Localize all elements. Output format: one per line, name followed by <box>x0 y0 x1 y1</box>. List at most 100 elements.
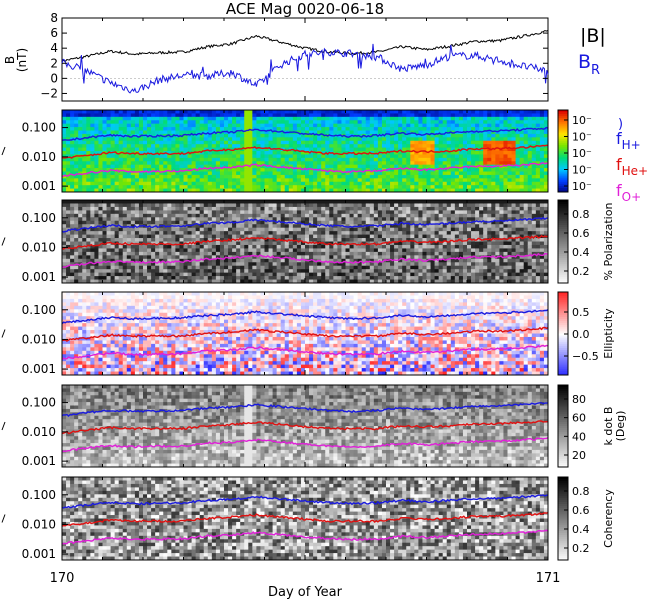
spectrogram-cell <box>438 147 444 152</box>
spectrogram-cell <box>179 123 184 128</box>
spectrogram-cell <box>353 188 359 193</box>
colorbar-step <box>558 110 568 113</box>
spectrogram-cell <box>163 127 168 131</box>
spectrogram-cell <box>531 154 537 159</box>
spectrogram-cell <box>341 231 346 235</box>
spectrogram-cell <box>499 113 504 118</box>
spectrogram-cell <box>446 123 452 128</box>
spectrogram-cell <box>114 127 120 131</box>
spectrogram-cell <box>462 188 468 193</box>
spectrogram-cell <box>90 258 95 263</box>
spectrogram-cell <box>143 206 148 211</box>
spectrogram-cell <box>313 244 318 249</box>
spectrogram-cell <box>70 265 75 270</box>
colorbar-step <box>558 169 568 172</box>
spectrogram-cell <box>361 262 367 267</box>
spectrogram-cell <box>187 231 192 235</box>
spectrogram-cell <box>183 185 188 189</box>
spectrogram-cell <box>236 272 241 277</box>
spectrogram-cell <box>284 213 290 218</box>
spectrogram-cell <box>147 140 152 145</box>
spectrogram-cell <box>280 200 286 204</box>
spectrogram-cell <box>539 174 545 179</box>
spectrogram-cell <box>369 255 375 260</box>
spectrogram-cell <box>300 265 306 270</box>
spectrogram-cell <box>215 154 221 159</box>
spectrogram-cell <box>151 130 156 135</box>
spectrogram-cell <box>62 147 67 152</box>
spectrogram-cell <box>264 157 269 162</box>
spectrogram-cell <box>244 262 249 267</box>
spectrogram-cell <box>248 220 253 225</box>
spectrogram-cell <box>454 120 460 125</box>
spectrogram-cell <box>260 262 265 267</box>
spectrogram-cell <box>519 140 525 145</box>
spectrogram-cell <box>260 255 265 260</box>
spectrogram-cell <box>454 168 460 172</box>
spectrogram-cell <box>357 144 363 148</box>
spectrogram-cell <box>377 227 383 232</box>
spectrogram-cell <box>195 110 201 114</box>
spectrogram-cell <box>381 181 387 186</box>
spectrogram-cell <box>394 137 399 142</box>
spectrogram-cell <box>122 234 128 239</box>
spectrogram-cell <box>430 185 435 189</box>
colorbar-step <box>558 161 568 164</box>
spectrogram-cell <box>288 185 294 189</box>
spectrogram-cell <box>199 276 205 280</box>
spectrogram-cell <box>228 255 233 260</box>
spectrogram-cell <box>414 133 419 138</box>
spectrogram-cell <box>284 168 290 172</box>
spectrogram-cell <box>337 123 342 128</box>
spectrogram-cell <box>519 188 525 193</box>
spectrogram-cell <box>394 110 399 114</box>
spectrogram-cell <box>373 234 379 239</box>
spectrogram-cell <box>438 157 444 162</box>
spectrogram-cell <box>143 185 148 189</box>
spectrogram-cell <box>171 244 176 249</box>
spectrogram-cell <box>349 200 354 204</box>
spectrogram-cell <box>240 140 245 145</box>
spectrogram-cell <box>272 248 278 253</box>
spectrogram-cell <box>86 251 91 256</box>
spectrogram-cell <box>191 231 197 235</box>
spectrogram-cell <box>106 144 111 148</box>
spectrogram-cell <box>414 161 419 166</box>
spectrogram-cell <box>118 110 124 114</box>
spectrogram-cell <box>479 188 484 193</box>
spectrogram-cell <box>317 188 322 193</box>
spectrogram-cell <box>458 154 464 159</box>
spectrogram-cell <box>317 127 322 131</box>
spectrogram-cell <box>138 168 144 172</box>
spectrogram-cell <box>256 238 261 242</box>
spectrogram-cell <box>495 164 500 169</box>
spectrogram-cell <box>224 265 229 270</box>
spectrogram-cell <box>357 244 363 249</box>
spectrogram-cell <box>228 269 233 274</box>
spectrogram-cell <box>199 140 205 145</box>
spectrogram-cell <box>377 238 383 242</box>
spectrogram-cell <box>454 181 460 186</box>
spectrogram-cell <box>130 130 136 135</box>
spectrogram-cell <box>155 188 160 193</box>
spectrogram-cell <box>300 161 306 166</box>
spectrogram-cell <box>134 244 140 249</box>
spectrogram-cell <box>118 248 124 253</box>
spectrogram-cell <box>349 269 354 274</box>
spectrogram-cell <box>325 178 330 183</box>
spectrogram-cell <box>98 113 103 118</box>
spectrogram-cell <box>171 185 176 189</box>
spectrogram-cell <box>159 161 164 166</box>
spectrogram-cell <box>394 164 399 169</box>
spectrogram-cell <box>523 116 529 121</box>
spectrogram-cell <box>228 127 233 131</box>
spectrogram-cell <box>126 157 132 162</box>
spectrogram-cell <box>98 127 103 131</box>
spectrogram-cell <box>232 203 237 208</box>
spectrogram-cell <box>240 276 245 280</box>
spectrogram-cell <box>151 244 156 249</box>
spectrogram-cell <box>138 113 144 118</box>
spectrogram-cell <box>406 164 411 169</box>
spectrogram-cell <box>74 217 79 222</box>
spectrogram-cell <box>106 220 111 225</box>
